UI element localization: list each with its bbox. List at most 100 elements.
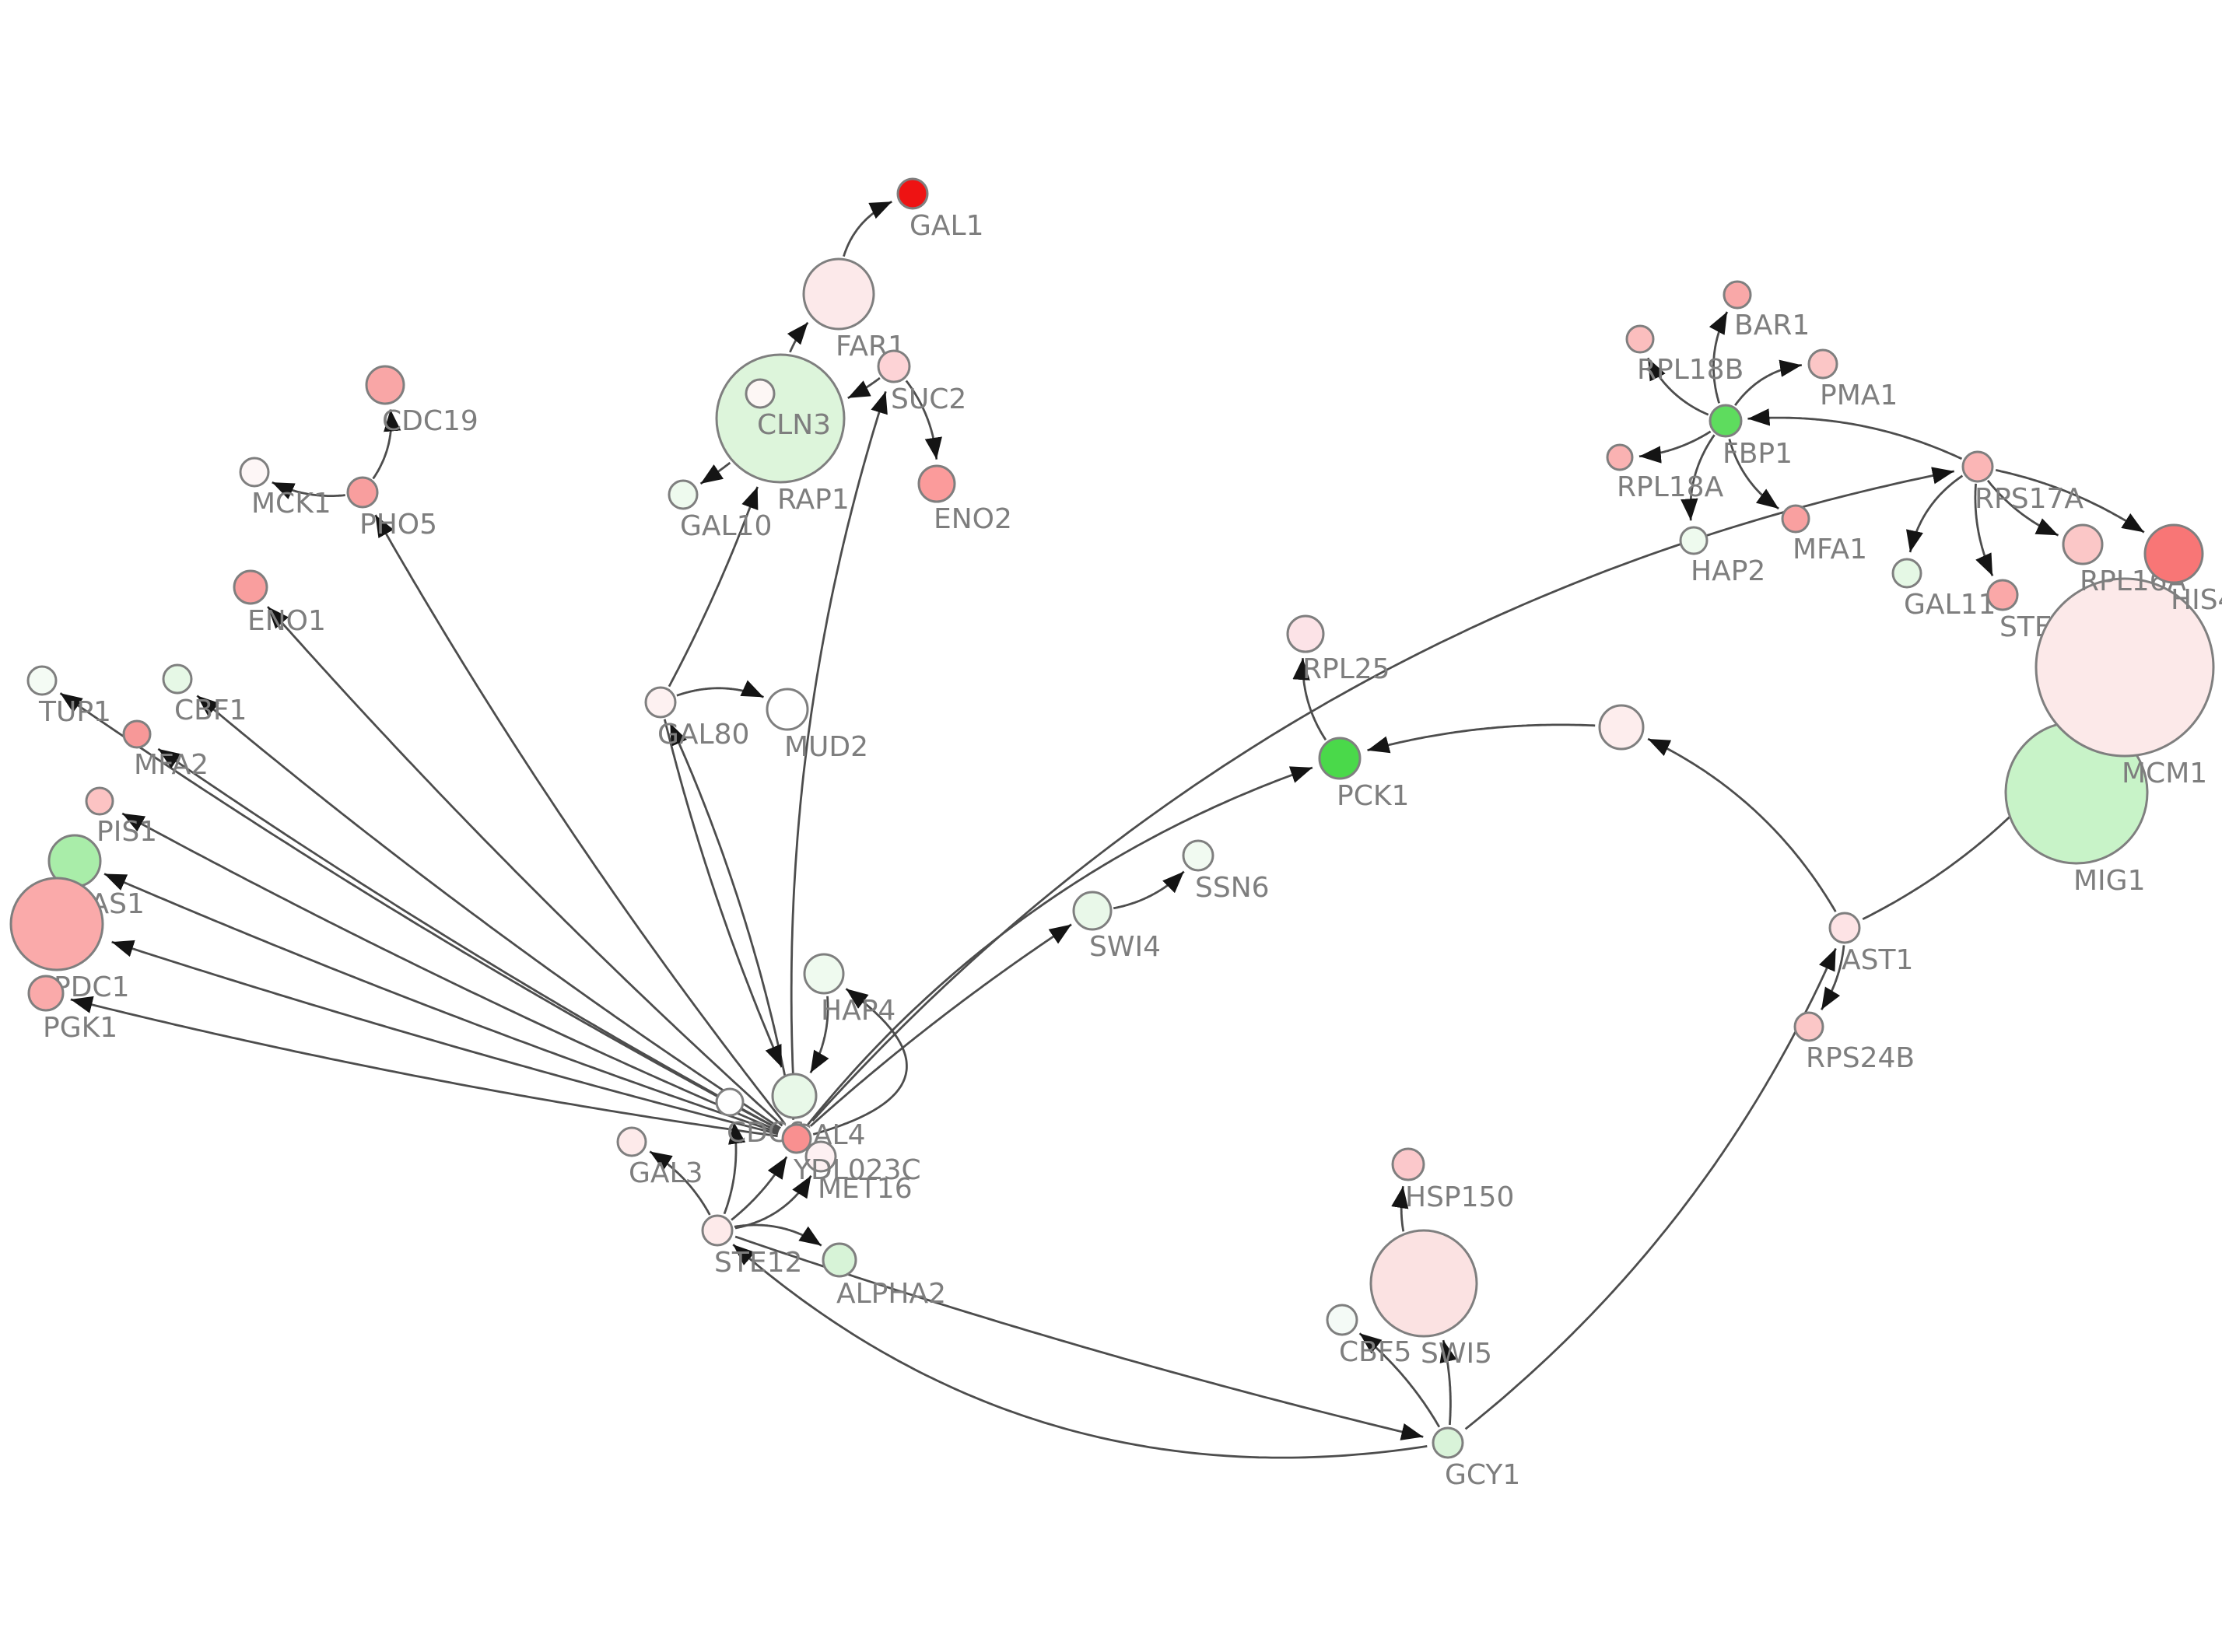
edge-NODE_X-PCK1[interactable] [1367,723,1596,754]
node-PHO5[interactable] [346,476,379,509]
edge-SUC2-RAP1[interactable] [847,376,881,400]
node-HAP4[interactable] [803,953,845,995]
node-PCK1[interactable] [1318,737,1362,780]
edge-RAP1-FAR1[interactable] [787,321,809,353]
node-AST1[interactable] [1828,912,1861,944]
edge-YDL023C-PCK1[interactable] [806,766,1313,1126]
edge-GCY1-SWI5[interactable] [1439,1339,1457,1425]
node-YDL023C[interactable] [781,1123,812,1154]
node-GAL11[interactable] [1891,558,1922,589]
edge-FBP1-MFA1[interactable] [1728,439,1780,510]
edge-SWI5-HSP150[interactable] [1391,1185,1409,1232]
edge-YDL023C-PIS1[interactable] [121,812,780,1132]
edge-RPS17A-STE2[interactable] [1974,483,1994,576]
node-FBP1[interactable] [1709,404,1743,438]
node-MCM1[interactable] [2034,577,2215,758]
edge-YDL023C-RAS1[interactable] [103,873,779,1134]
node-HIS4[interactable] [2143,523,2204,584]
edge-YDL023C-SUC2[interactable] [790,390,888,1119]
edge-YDL023C-PHO5[interactable] [374,514,786,1125]
edge-STE12-MET16[interactable] [734,1174,812,1230]
edge-STE12-ALPHA2[interactable] [734,1223,822,1247]
node-SSN6[interactable] [1182,839,1214,872]
edge-YDL023C-SWI4[interactable] [809,923,1072,1127]
edge-RAP1-GAL10[interactable] [699,461,731,485]
edge-YDL023C-TUP1[interactable] [59,692,778,1129]
node-PIS1[interactable] [85,786,114,816]
node-RPL25[interactable] [1286,614,1325,653]
edge-FBP1-PMA1[interactable] [1734,359,1803,407]
node-ENO1[interactable] [233,569,268,605]
node-ALPHA2[interactable] [822,1242,857,1278]
node-MUD2[interactable] [766,688,809,731]
node-SWI4[interactable] [1072,891,1113,931]
node-GAL10[interactable] [668,479,699,510]
edge-YDL023C-GAL80[interactable] [669,723,795,1120]
edge-YDL023C-CBF1[interactable] [196,695,781,1129]
edge-GAL80-MUD2[interactable] [676,680,765,698]
edge-GCY1-AST1[interactable] [1464,947,1837,1430]
node-MFA2[interactable] [122,719,152,749]
edge-FAR1-GAL1[interactable] [843,201,892,257]
node-RPL18B[interactable] [1625,324,1655,354]
edge-YDL023C-PDC1[interactable] [111,940,779,1136]
edge-AST1-RPS24B[interactable] [1820,945,1845,1011]
node-CDC6[interactable] [715,1087,745,1117]
node-PMA1[interactable] [1807,348,1838,380]
node-unlabeled[interactable] [1598,704,1645,751]
node-PDC1[interactable] [9,877,104,971]
node-RPS17A[interactable] [1961,450,1994,483]
edge-GAL80-RAP1[interactable] [668,486,759,688]
node-FAR1[interactable] [802,257,875,331]
edge-GCY1-CBF5[interactable] [1358,1332,1441,1428]
node-CBF5[interactable] [1326,1304,1358,1336]
node-SWI5[interactable] [1369,1229,1478,1338]
edge-AST1-NODE_X[interactable] [1647,737,1837,912]
edge-FBP1-RPL18B[interactable] [1646,357,1709,416]
node-ENO2[interactable] [917,464,956,503]
node-RAP1[interactable] [715,353,846,484]
node-MCK1[interactable] [239,457,270,488]
node-TUP1[interactable] [26,665,58,696]
node-CLN3[interactable] [745,378,776,409]
node-GAL80[interactable] [644,686,677,719]
edge-FBP1-BAR1[interactable] [1709,311,1729,404]
edge-HAP4-GAL4[interactable] [809,996,829,1074]
edge-RPS17A-GAL11[interactable] [1906,474,1964,553]
node-RPS24B[interactable] [1793,1011,1824,1042]
edge-YDL023C-MFA2[interactable] [157,747,780,1131]
node-HAP2[interactable] [1679,526,1709,555]
edge-YDL023C-PGK1[interactable] [70,996,778,1138]
node-BAR1[interactable] [1723,280,1752,310]
edge-RPS17A-HIS4[interactable] [1995,469,2145,534]
node-SUC2[interactable] [877,349,911,383]
edge-FBP1-RPL18A[interactable] [1638,430,1712,464]
node-GAL1[interactable] [896,177,929,210]
edge-GAL80-GAL4[interactable] [663,719,783,1068]
edge-YDL023C-ENO1[interactable] [266,606,783,1127]
edge-GCY1-STE12[interactable] [732,1244,1428,1459]
edge-PCK1-RPL25[interactable] [1292,658,1327,741]
node-PGK1[interactable] [27,975,65,1012]
node-MET16[interactable] [804,1140,837,1173]
edge-RPS17A-RPL16A[interactable] [1986,479,2059,537]
edge-STE12-GAL3[interactable] [649,1150,711,1216]
node-STE2[interactable] [1986,579,2019,611]
edge-SUC2-ENO2[interactable] [905,380,942,460]
node-GAL3[interactable] [616,1126,647,1157]
node-GCY1[interactable] [1432,1426,1464,1459]
edge-PHO5-MCK1[interactable] [272,481,345,499]
edge-STE12-YDL023C[interactable] [731,1156,788,1221]
node-STE12[interactable] [701,1214,734,1247]
node-GAL4[interactable] [771,1073,818,1119]
edge-RPS17A-FBP1[interactable] [1747,408,1963,460]
edge-YDL023C-RPS17A[interactable] [811,467,1955,1122]
edge-STE12-CDC6[interactable] [723,1122,746,1215]
node-RPL18A[interactable] [1606,443,1634,471]
node-MFA1[interactable] [1781,504,1810,534]
edge-PHO5-CDC19[interactable] [372,409,401,480]
edge-FBP1-HAP2[interactable] [1681,434,1716,521]
node-HSP150[interactable] [1391,1147,1425,1181]
node-RPL16A[interactable] [2062,523,2104,565]
edge-SWI4-SSN6[interactable] [1113,870,1185,910]
